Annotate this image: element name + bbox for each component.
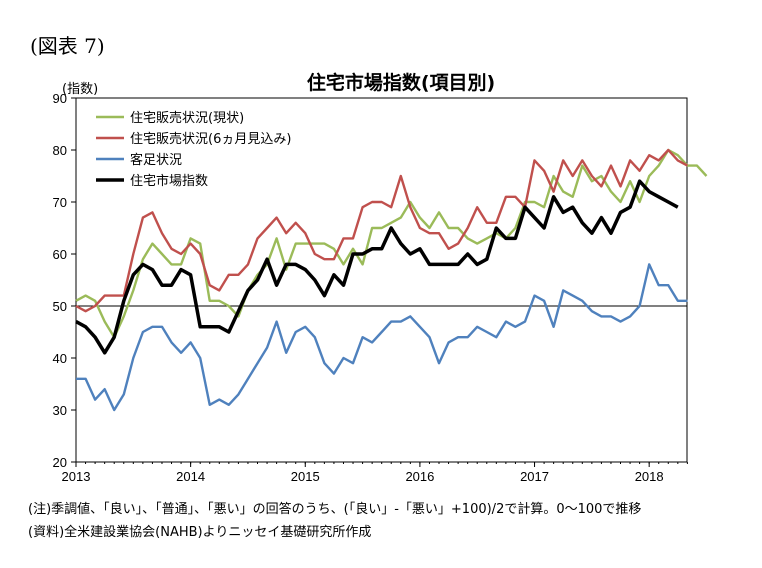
source-note: (資料)全米建設業協会(NAHB)よりニッセイ基礎研究所作成 — [28, 525, 372, 540]
y-tick-label: 50 — [53, 299, 67, 314]
y-tick-label: 80 — [53, 143, 67, 158]
legend-label-hmi: 住宅市場指数 — [130, 173, 208, 189]
series-line-future_sales — [75, 148, 688, 313]
axes: 20 30 40 50 60 70 80 90 2013 2014 2015 2016 2017 2018 — [53, 91, 688, 484]
y-tick-label: 30 — [53, 403, 67, 418]
x-tick-label: 2017 — [520, 469, 549, 484]
y-axis-unit: (指数) — [62, 82, 99, 97]
figure-label: (図表 7) — [30, 34, 105, 58]
series-line-hmi — [75, 179, 679, 355]
y-tick-label: 90 — [53, 91, 67, 106]
y-tick-label: 20 — [53, 455, 67, 470]
x-tick-label: 2014 — [176, 469, 205, 484]
legend-label-traffic: 客足状況 — [130, 152, 182, 168]
legend-label-future_sales: 住宅販売状況(6ヵ月見込み) — [130, 131, 291, 147]
x-tick-label: 2013 — [62, 469, 91, 484]
series-lines — [75, 148, 708, 412]
x-tick-label: 2018 — [635, 469, 664, 484]
x-tick-label: 2015 — [291, 469, 320, 484]
y-tick-label: 60 — [53, 247, 67, 262]
legend-label-current_sales: 住宅販売状況(現状) — [130, 110, 244, 126]
y-tick-label: 40 — [53, 351, 67, 366]
footnote: (注)季調値、「良い」、「普通」、「悪い」の回答のうち、(「良い」-「悪い」+1… — [28, 502, 642, 517]
x-tick-label: 2016 — [405, 469, 434, 484]
y-tick-label: 70 — [53, 195, 67, 210]
series-line-current_sales — [75, 148, 708, 339]
chart-title: 住宅市場指数(項目別) — [306, 72, 496, 94]
series-line-traffic — [76, 263, 688, 412]
